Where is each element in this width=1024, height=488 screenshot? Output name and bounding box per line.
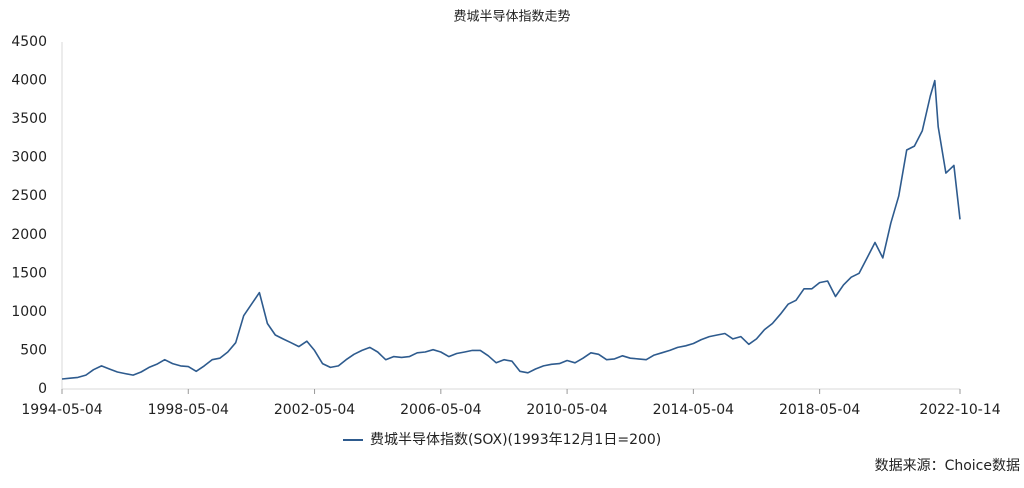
y-tick-label: 3500 <box>11 111 47 127</box>
x-tick-label: 2018-05-04 <box>779 402 860 418</box>
x-tick-label: 1998-05-04 <box>148 402 229 418</box>
x-tick-label: 2002-05-04 <box>274 402 355 418</box>
x-tick-label: 2022-10-14 <box>919 402 1000 418</box>
y-tick-label: 4000 <box>11 73 47 89</box>
source-note: 数据来源：Choice数据 <box>875 458 1020 474</box>
y-tick-label: 500 <box>20 342 47 358</box>
legend-label: 费城半导体指数(SOX)(1993年12月1日=200) <box>370 432 661 448</box>
y-tick-label: 2000 <box>11 227 47 243</box>
y-tick-label: 4500 <box>11 34 47 50</box>
y-tick-label: 3000 <box>11 150 47 166</box>
x-tick-label: 2006-05-04 <box>400 402 481 418</box>
chart-title: 费城半导体指数走势 <box>453 9 570 25</box>
y-tick-label: 0 <box>38 381 47 397</box>
y-tick-label: 1000 <box>11 304 47 320</box>
x-tick-label: 2014-05-04 <box>653 402 734 418</box>
x-tick-label: 2010-05-04 <box>526 402 607 418</box>
x-tick-label: 1994-05-04 <box>21 402 102 418</box>
y-tick-label: 1500 <box>11 265 47 281</box>
series-line <box>61 79 961 380</box>
y-tick-label: 2500 <box>11 188 47 204</box>
